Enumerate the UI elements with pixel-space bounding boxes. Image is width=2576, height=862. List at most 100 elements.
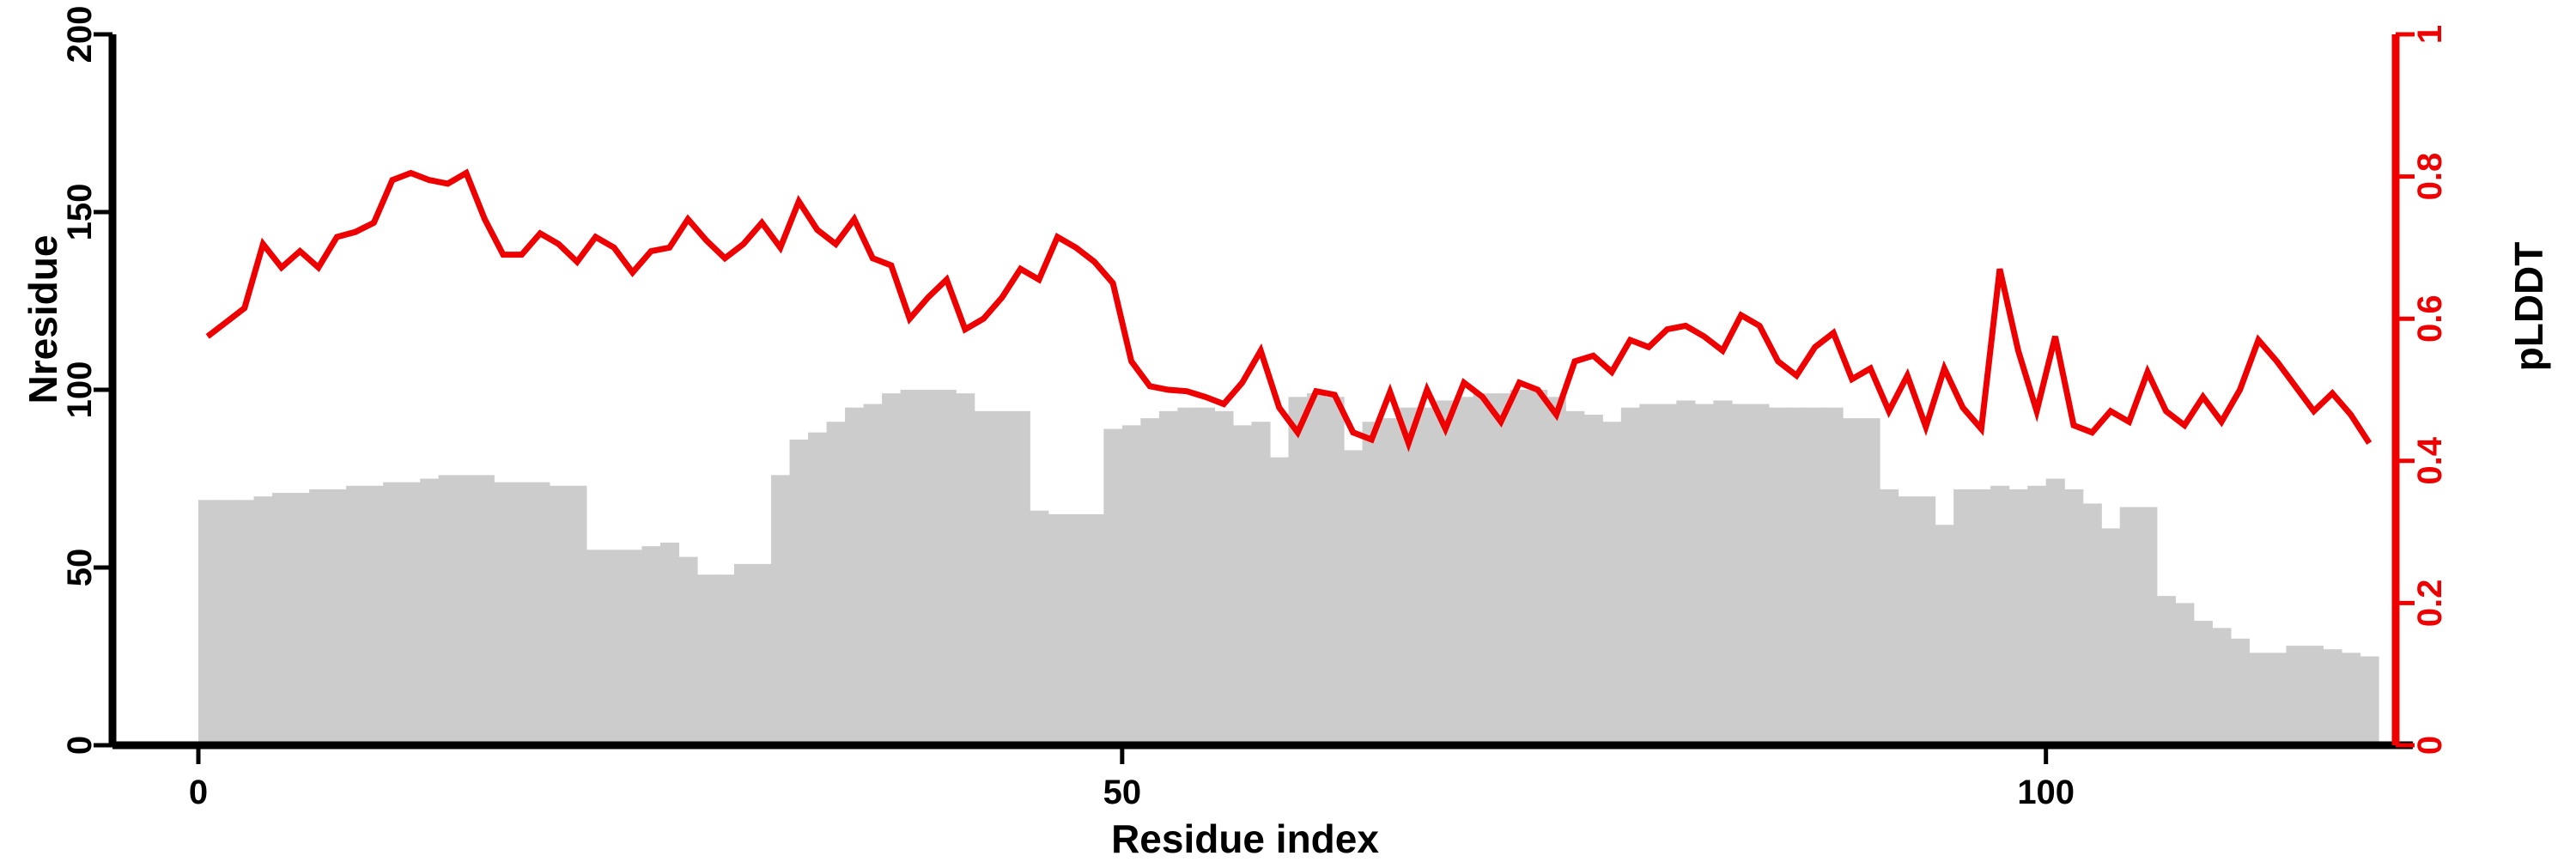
bar: [2360, 656, 2379, 745]
bar: [1288, 397, 1308, 745]
bar: [1861, 418, 1880, 745]
bar: [531, 482, 550, 745]
y-axis-left-tick-label: 200: [61, 6, 99, 64]
y-axis-right-tick-label: 1: [2411, 25, 2449, 44]
bar: [1011, 410, 1030, 745]
bar: [2119, 507, 2139, 745]
bar: [993, 410, 1012, 745]
x-axis-tick-label: 50: [1103, 774, 1142, 811]
bar: [605, 549, 624, 745]
bar: [2286, 646, 2306, 745]
bar: [2304, 646, 2324, 745]
y-axis-left-tick-label: 100: [61, 361, 99, 419]
y-axis-left: 0 50 100 150 200: [61, 6, 117, 755]
y-axis-title-left-text: Nresidue: [21, 234, 65, 404]
bar: [1953, 489, 1973, 745]
bar: [882, 393, 902, 745]
bar: [1158, 410, 1178, 745]
bar: [919, 390, 939, 745]
bar: [715, 574, 735, 745]
bar: [253, 496, 273, 745]
bar: [696, 574, 717, 745]
bar: [383, 482, 403, 745]
bar: [2267, 653, 2287, 745]
bar: [2249, 653, 2269, 745]
bar: [678, 556, 698, 745]
x-axis: 0 50 100: [112, 741, 2413, 811]
bar: [974, 410, 993, 745]
y-axis-left-tick-label: 50: [61, 549, 99, 587]
bar: [937, 390, 957, 745]
bar: [1436, 400, 1455, 745]
bar: [1565, 410, 1585, 745]
bar: [2175, 603, 2195, 745]
bar: [1583, 414, 1603, 745]
bar: [346, 485, 366, 745]
bar: [1344, 450, 1364, 745]
bar: [512, 482, 532, 745]
bar: [401, 482, 421, 745]
y-axis-right-tick-label: 0.6: [2411, 294, 2449, 343]
bar: [494, 482, 513, 745]
y-axis-right-tick-label: 0.8: [2411, 153, 2449, 201]
bar: [1251, 422, 1271, 745]
bar: [771, 475, 791, 745]
bar: [2323, 649, 2342, 745]
bar: [1307, 393, 1327, 745]
bar: [733, 563, 754, 745]
bar: [2027, 485, 2047, 745]
bar: [198, 500, 218, 745]
bar: [568, 485, 587, 745]
bar: [863, 404, 883, 745]
y-axis-left-tick-label: 0: [61, 736, 99, 755]
bar: [2101, 528, 2121, 745]
y-axis-right-tick-label: 0: [2411, 736, 2449, 755]
bar: [789, 439, 809, 745]
bar: [826, 422, 846, 745]
bar: [2341, 653, 2361, 745]
bar: [1066, 513, 1086, 745]
bar: [2138, 507, 2158, 745]
bar: [438, 475, 458, 745]
bar: [1048, 513, 1067, 745]
bar: [420, 478, 440, 745]
y-axis-left-tick-label: 150: [61, 184, 99, 241]
bar: [845, 407, 865, 745]
bar: [2064, 489, 2084, 745]
bar: [1418, 407, 1437, 745]
bar: [623, 549, 643, 745]
bar: [586, 549, 605, 745]
bar: [475, 475, 495, 745]
bar: [1971, 489, 1991, 745]
bar: [1713, 400, 1733, 745]
bar: [1768, 407, 1789, 745]
bar: [1917, 496, 1936, 745]
bar: [1898, 496, 1917, 745]
bar: [956, 393, 975, 745]
bar: [1103, 428, 1123, 745]
bar: [1030, 510, 1049, 745]
bar: [1232, 425, 1253, 745]
bar: [1602, 422, 1622, 745]
x-axis-tick-label: 100: [2017, 774, 2075, 811]
bar: [1325, 397, 1345, 745]
bar: [1455, 397, 1474, 745]
bar: [1546, 397, 1566, 745]
bar: [216, 500, 236, 745]
bar: [2212, 628, 2232, 745]
bar: [1177, 407, 1197, 745]
bar: [1843, 418, 1862, 745]
bar: [1731, 404, 1752, 745]
bar: [235, 500, 255, 745]
bar: [1750, 404, 1770, 745]
y-axis-title-left: Nresidue: [20, 225, 66, 414]
bar: [1510, 390, 1529, 745]
bar: [1694, 404, 1714, 745]
y-axis-title-right-text: pLDDT: [2506, 241, 2551, 372]
bar: [2230, 638, 2250, 745]
x-axis-tick-label: 0: [189, 774, 208, 811]
bar: [808, 432, 828, 745]
bar: [1140, 418, 1160, 745]
